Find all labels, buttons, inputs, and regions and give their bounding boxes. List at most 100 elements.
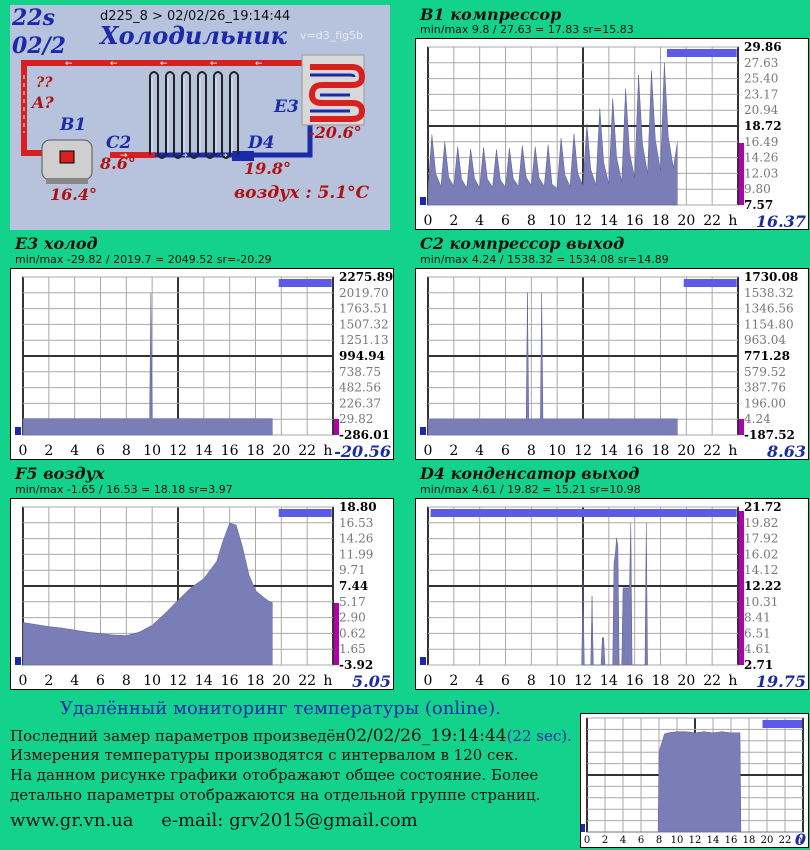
y-scale-label: 17.92 — [744, 532, 778, 546]
unknown-label: ?? — [36, 75, 53, 91]
x-tick-label: 4 — [70, 443, 79, 459]
x-tick-label: 4 — [475, 673, 484, 689]
svg-text:→: → — [180, 151, 188, 161]
x-tick-label: h — [728, 213, 737, 229]
x-tick-label: 2 — [449, 213, 458, 229]
y-scale-label: 20.94 — [744, 103, 779, 117]
y-scale-label: 387.76 — [744, 381, 786, 395]
chart-f5-title: F5 воздух — [15, 464, 105, 483]
schematic-drawing: ←←← ←← → → → — [21, 54, 366, 184]
series-area — [581, 522, 648, 666]
x-tick-label: 20 — [677, 213, 695, 229]
x-tick-label: 8 — [527, 213, 536, 229]
x-tick-label: 18 — [652, 213, 670, 229]
current-value-label: 0 — [795, 830, 806, 848]
device-header: d225_8 > 02/02/26_19:14:44 — [100, 9, 290, 24]
chart-d4: 0 2 4 6 8 10 12 14 16 18 20 22 h 21.72 19.82 17.9216.02… — [415, 498, 809, 690]
x-tick-label: 0 — [424, 213, 433, 229]
evaporator-coil-red — [308, 64, 366, 122]
x-tick-label: 16 — [626, 443, 644, 459]
x-tick-label: 18 — [247, 443, 265, 459]
x-tick-label: 18 — [247, 673, 265, 689]
y-scale-label: 1507.32 — [339, 317, 389, 331]
x-tick-label: 4 — [70, 673, 79, 689]
series-area — [587, 731, 803, 833]
left-indicator — [420, 427, 426, 435]
left-indicator — [15, 427, 21, 435]
x-tick-label: 0 — [19, 443, 28, 459]
x-tick-label: 10 — [548, 673, 566, 689]
site-link[interactable]: www.gr.vn.ua — [10, 810, 134, 831]
series-area — [22, 522, 273, 666]
x-tick-label: 14 — [600, 213, 618, 229]
email-link[interactable]: e-mail: grv2015@gmail.com — [161, 810, 418, 831]
y-scale-label: 579.52 — [744, 365, 786, 379]
refrigerator-schematic: ← ← ← ← ← → → → 22s 02/2 d225_8 > 02/02/26_19… — [10, 5, 390, 230]
x-tick-label: h — [728, 443, 737, 459]
header-timestamp: 02/02/26_19:14:44 — [167, 9, 291, 24]
y-scale-label: 5.17 — [339, 595, 366, 609]
y-scale-label: 771.28 — [744, 349, 790, 363]
status-bar — [278, 509, 332, 517]
y-scale-label: 7.44 — [339, 579, 368, 593]
x-tick-label: 12 — [574, 673, 592, 689]
sensor-b1-temp: 16.4° — [50, 185, 97, 204]
x-tick-label: 2 — [449, 673, 458, 689]
x-tick-label: 6 — [96, 673, 105, 689]
y-scale-label: -187.52 — [744, 428, 795, 442]
x-tick-label: 22 — [779, 835, 792, 846]
y-scale-label: 16.02 — [744, 547, 778, 561]
x-tick-label: 0 — [584, 835, 590, 846]
svg-text:←: ← — [255, 59, 263, 69]
contact-line: www.gr.vn.ua e-mail: grv2015@gmail.com — [10, 810, 418, 831]
y-scale-label: 963.04 — [744, 333, 786, 347]
x-tick-label: 20 — [677, 443, 695, 459]
interval-info: Измерения температуры производятся с инт… — [10, 746, 519, 764]
sensor-c2-temp: 8.6° — [100, 154, 136, 173]
status-bar — [683, 279, 737, 287]
x-tick-label: 0 — [424, 673, 433, 689]
svg-text:←: ← — [160, 59, 168, 69]
y-scale-label: 1730.08 — [744, 270, 798, 284]
x-tick-label: 6 — [96, 443, 105, 459]
chart-f5: 0 2 4 6 8 10 12 14 16 18 20 22 h 18.80 16.53 14.2611.99… — [10, 498, 394, 690]
y-scale-label: 14.26 — [339, 532, 373, 546]
y-scale-label: 27.63 — [744, 56, 778, 70]
x-tick-label: 22 — [298, 443, 316, 459]
mini-chart: 0 2 4 6 8 10 12 14 16 18 20 22 h0 — [580, 713, 809, 848]
svg-text:→: → — [120, 151, 128, 161]
x-tick-label: 4 — [475, 443, 484, 459]
y-scale-label: 8.41 — [744, 611, 771, 625]
x-tick-label: 8 — [122, 443, 131, 459]
sensor-b1-label: B1 — [60, 115, 87, 135]
x-tick-label: 12 — [169, 443, 187, 459]
x-tick-label: 12 — [689, 835, 702, 846]
y-scale-label: 18.80 — [339, 500, 377, 514]
header-arrow: > — [151, 9, 163, 24]
x-tick-label: 0 — [19, 673, 28, 689]
current-value-label: 5.05 — [352, 672, 391, 690]
svg-text:←: ← — [110, 59, 118, 69]
y-scale-label: 12.03 — [744, 166, 778, 180]
chart-f5-minmax: min/max -1.65 / 16.53 = 18.18 sr=3.97 — [15, 483, 233, 496]
x-tick-label: 10 — [143, 673, 161, 689]
x-tick-label: 2 — [44, 443, 53, 459]
y-scale-label: 1763.51 — [339, 302, 389, 316]
y-scale-label: 482.56 — [339, 381, 381, 395]
x-tick-label: 4 — [620, 835, 626, 846]
sensor-c2-label: C2 — [106, 133, 132, 153]
current-value-label: 16.37 — [756, 212, 806, 230]
x-tick-label: h — [728, 673, 737, 689]
y-scale-label: 16.53 — [339, 516, 373, 530]
x-tick-label: 8 — [656, 835, 662, 846]
y-scale-label: 2.90 — [339, 611, 366, 625]
x-tick-label: 22 — [298, 673, 316, 689]
condenser-coil — [149, 71, 239, 159]
chart-e3: 0 2 4 6 8 10 12 14 16 18 20 22 h 2275.89 2019.70 1763.5… — [10, 268, 394, 460]
x-tick-label: 10 — [143, 443, 161, 459]
y-scale-label: 994.94 — [339, 349, 385, 363]
interval-label: 22s — [12, 5, 56, 31]
status-bar — [278, 279, 332, 287]
x-tick-label: 20 — [272, 443, 290, 459]
x-tick-label: 22 — [703, 673, 721, 689]
